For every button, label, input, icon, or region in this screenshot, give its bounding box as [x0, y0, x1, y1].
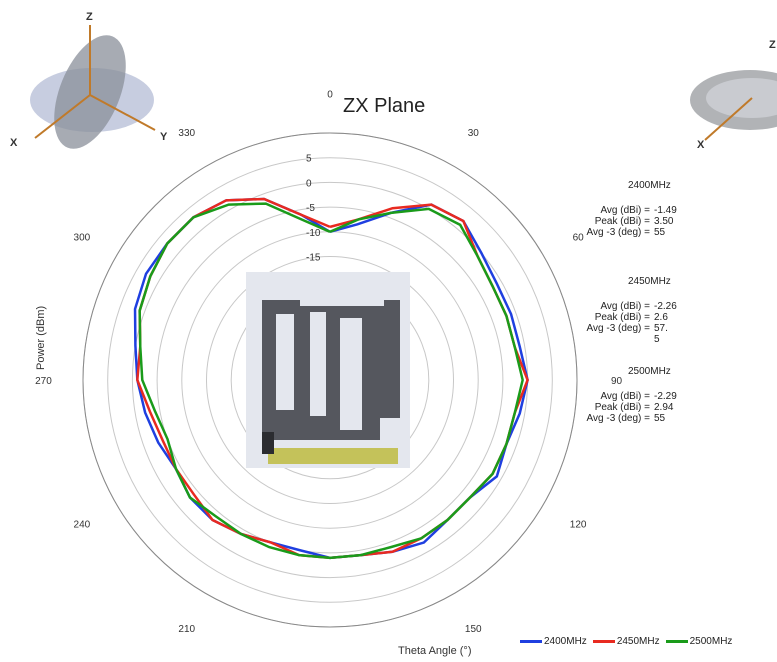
legend-item-2400: 2400MHz [520, 636, 587, 647]
peak-label: Peak (dBi) = [594, 402, 650, 413]
inset-y-label: Y [160, 131, 168, 143]
angle-tick-330: 330 [178, 128, 195, 139]
stats-freq: 2450MHz [628, 276, 671, 287]
angle-tick-210: 210 [178, 624, 195, 635]
orientation-inset: Z X Y [10, 11, 168, 149]
grid-ring [107, 157, 553, 603]
bw-value: 57. [654, 323, 668, 334]
legend-label: 2500MHz [689, 636, 733, 647]
avg-label: Avg (dBi) = [600, 301, 650, 312]
angle-tick-labels: 0306090120150180210240270300330 [35, 89, 623, 635]
radial-tick--10: -10 [306, 228, 321, 239]
radial-tick--5: -5 [306, 203, 315, 214]
angle-tick-150: 150 [465, 624, 482, 635]
legend-item-2500: 2500MHz [665, 636, 733, 647]
bw-label: Avg -3 (deg) = [586, 323, 650, 334]
outer-ring [82, 132, 578, 628]
bw-label: Avg -3 (deg) = [586, 413, 650, 424]
radial-tick--15: -15 [306, 253, 321, 264]
angle-tick-240: 240 [74, 519, 91, 530]
legend-swatch [665, 640, 688, 643]
peak-value: 2.6 [654, 312, 668, 323]
inset2-z-label: Z [769, 39, 776, 51]
peak-label: Peak (dBi) = [594, 312, 650, 323]
angle-tick-30: 30 [468, 128, 480, 139]
stats-freq: 2400MHz [628, 180, 671, 191]
grid-ring [156, 206, 504, 554]
radial-tick-0: 0 [306, 178, 312, 189]
avg-value: -2.26 [654, 301, 677, 312]
legend-item-2450: 2450MHz [592, 636, 660, 647]
angle-tick-120: 120 [570, 519, 587, 530]
angle-tick-270: 270 [35, 376, 52, 387]
avg-label: Avg (dBi) = [600, 205, 650, 216]
antenna-image [246, 272, 410, 468]
inset-x-label: X [10, 137, 18, 149]
r-axis-label: Power (dBm) [35, 306, 47, 370]
avg-value: -2.29 [654, 391, 677, 402]
peak-value: 3.50 [654, 216, 674, 227]
orientation-inset-2: X Z [690, 39, 777, 151]
avg-label: Avg (dBi) = [600, 391, 650, 402]
inset2-x-label: X [697, 139, 705, 151]
angle-tick-0: 0 [327, 89, 333, 100]
legend-label: 2400MHz [544, 636, 587, 647]
stats-freq: 2500MHz [628, 366, 671, 377]
inset-z-label: Z [86, 11, 93, 23]
bw-value: 55 [654, 227, 666, 238]
grid-ring [206, 256, 454, 504]
avg-value: -1.49 [654, 205, 677, 216]
theta-axis-label: Theta Angle (°) [398, 645, 472, 657]
legend-label: 2450MHz [616, 636, 660, 647]
legend-swatch [520, 640, 542, 643]
series-line-2500MHz [138, 202, 524, 560]
legend-swatch [592, 640, 615, 643]
radial-tick-5: 5 [306, 154, 312, 165]
legend: 2400MHz 2450MHz 2500MHz [520, 636, 732, 647]
stats-panel-2500: 2500MHz Avg (dBi) = -2.29 Peak (dBi) = 2.9… [560, 366, 684, 424]
peak-label: Peak (dBi) = [594, 216, 650, 227]
stats-panel-2450: 2450MHz Avg (dBi) = -2.26 Peak (dBi) = 2.6… [560, 276, 684, 345]
series-lines [133, 197, 529, 560]
chart-title: ZX Plane [343, 95, 425, 117]
radial-tick-labels: 5 0 -5 -10 -15 [306, 154, 321, 264]
angle-tick-60: 60 [573, 233, 585, 244]
stats-panel-2400: 2400MHz Avg (dBi) = -1.49 Peak (dBi) = 3.5… [560, 180, 684, 238]
bw-value: 55 [654, 413, 666, 424]
peak-value: 2.94 [654, 402, 674, 413]
bw-value-extra: 5 [654, 334, 660, 345]
angle-tick-300: 300 [74, 233, 91, 244]
bw-label: Avg -3 (deg) = [586, 227, 650, 238]
angle-tick-90: 90 [611, 376, 623, 387]
